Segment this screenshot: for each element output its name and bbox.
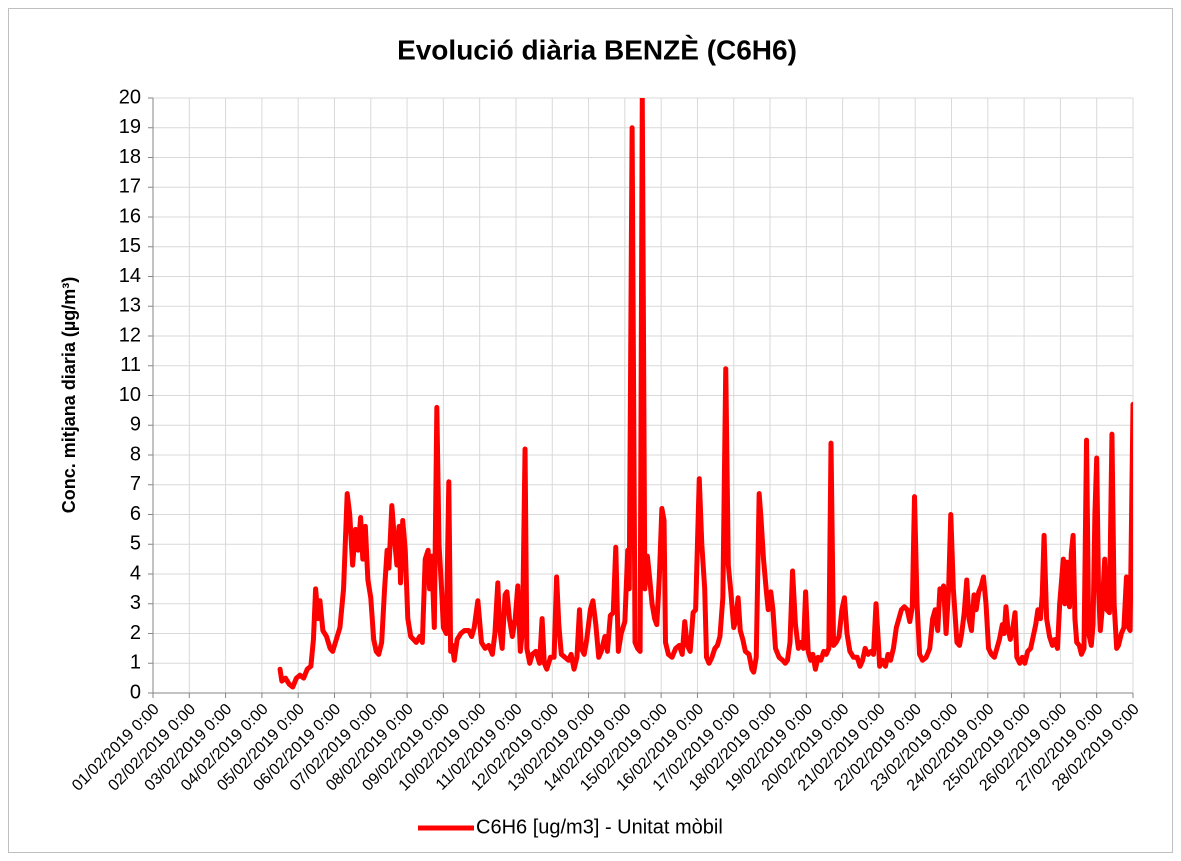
chart-border [8, 8, 1173, 853]
y-tick-label: 15 [119, 235, 141, 257]
legend: C6H6 [ug/m3] - Unitat mòbil [418, 816, 723, 838]
y-tick-label: 7 [130, 473, 141, 495]
y-tick-label: 2 [130, 622, 141, 644]
y-tick-label: 18 [119, 146, 141, 168]
y-tick-label: 5 [130, 533, 141, 555]
y-tick-label: 12 [119, 324, 141, 346]
plot-area [277, 98, 1133, 690]
y-tick-label: 9 [130, 414, 141, 436]
chart-title: Evolució diària BENZÈ (C6H6) [397, 34, 797, 65]
y-tick-label: 11 [120, 354, 141, 376]
y-tick-label: 4 [130, 562, 141, 584]
y-tick-label: 20 [119, 86, 141, 108]
y-tick-label: 13 [119, 295, 141, 317]
legend-label: C6H6 [ug/m3] - Unitat mòbil [476, 816, 723, 838]
y-tick-label: 8 [130, 443, 141, 465]
y-tick-label: 6 [130, 503, 141, 525]
y-axis-label: Conc. mitjana diaria (µg/m³) [59, 277, 79, 513]
y-tick-label: 1 [130, 652, 141, 674]
y-tick-label: 19 [119, 116, 141, 138]
y-tick-label: 10 [119, 384, 141, 406]
y-tick-label: 17 [119, 176, 141, 198]
y-tick-label: 0 [130, 681, 141, 703]
series-line [277, 98, 1133, 690]
axes: 0123456789101112131415161718192001/02/20… [69, 86, 1143, 794]
y-tick-label: 16 [119, 205, 141, 227]
y-tick-label: 3 [130, 592, 141, 614]
y-tick-label: 14 [119, 265, 141, 287]
